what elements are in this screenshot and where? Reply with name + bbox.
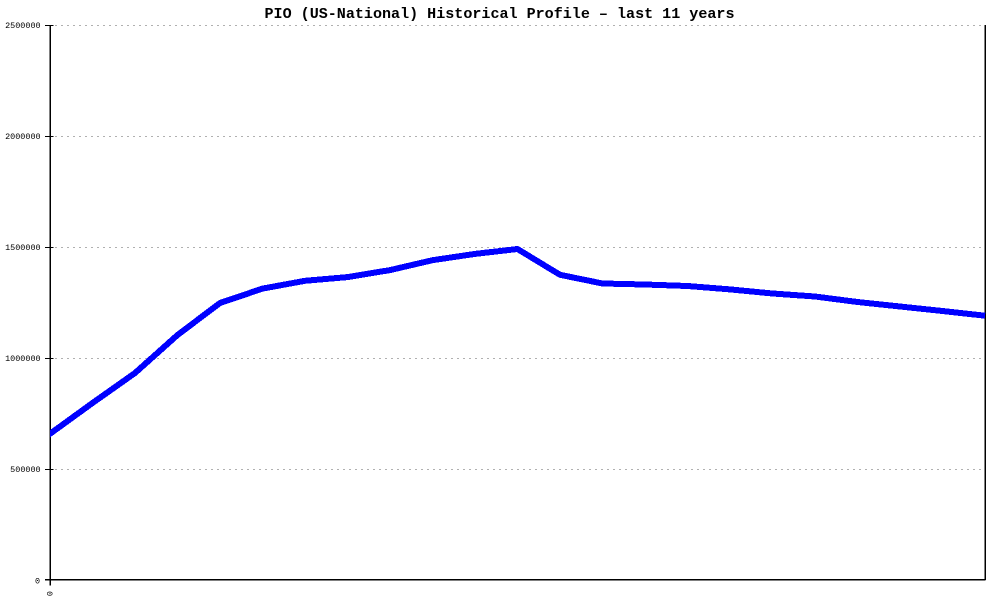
svg-text:500000: 500000 xyxy=(10,465,40,475)
svg-text:1500000: 1500000 xyxy=(5,243,41,253)
svg-text:2500000: 2500000 xyxy=(5,21,41,31)
svg-text:2000000: 2000000 xyxy=(5,132,41,142)
svg-text:1000000: 1000000 xyxy=(5,354,41,364)
svg-text:0: 0 xyxy=(35,576,40,586)
svg-text:0: 0 xyxy=(44,591,54,596)
svg-text:PIO (US-National) Historical P: PIO (US-National) Historical Profile – l… xyxy=(265,5,735,23)
